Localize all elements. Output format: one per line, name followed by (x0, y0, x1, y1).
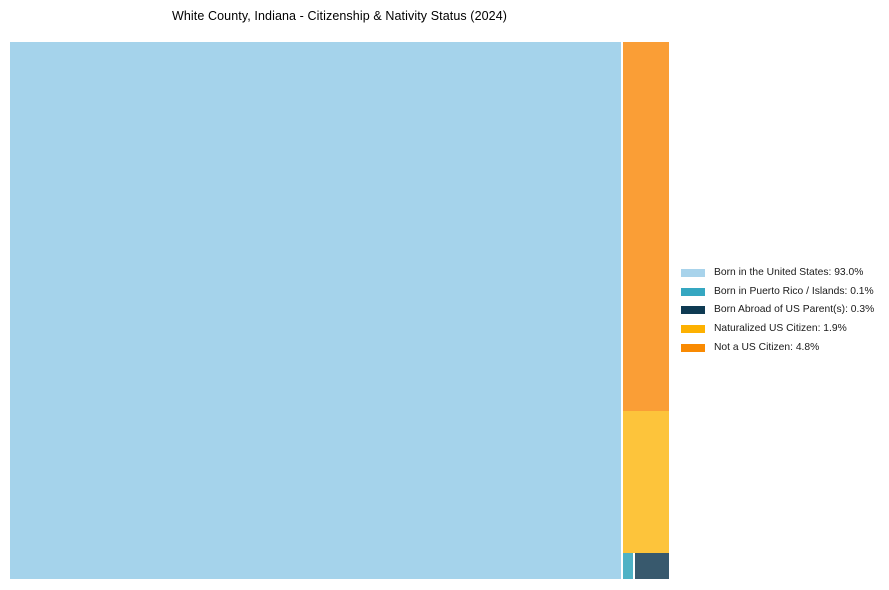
legend-swatch (681, 343, 705, 352)
legend-swatch (681, 325, 705, 334)
legend-label: Born in Puerto Rico / Islands: 0.1% (714, 285, 874, 297)
legend-item: Born in Puerto Rico / Islands: 0.1% (681, 283, 874, 302)
legend-swatch (681, 269, 705, 278)
treemap-tile-2 (622, 410, 669, 553)
legend-item: Naturalized US Citizen: 1.9% (681, 320, 874, 339)
chart-title: White County, Indiana - Citizenship & Na… (171, 9, 508, 23)
legend-swatch (681, 287, 705, 296)
legend-label: Not a US Citizen: 4.8% (714, 341, 820, 353)
treemap-tile-4 (634, 553, 669, 579)
treemap-plot-area (10, 42, 669, 579)
legend-swatch (681, 306, 705, 315)
treemap-tile-3 (622, 553, 633, 579)
legend: Born in the United States: 93.0% Born in … (681, 264, 874, 357)
legend-label: Born in the United States: 93.0% (714, 267, 864, 279)
treemap-tile-0 (10, 42, 621, 579)
legend-item: Born Abroad of US Parent(s): 0.3% (681, 301, 874, 320)
legend-label: Born Abroad of US Parent(s): 0.3% (714, 304, 875, 316)
legend-item: Not a US Citizen: 4.8% (681, 338, 874, 357)
legend-label: Naturalized US Citizen: 1.9% (714, 322, 847, 334)
treemap-tile-1 (622, 42, 669, 411)
legend-item: Born in the United States: 93.0% (681, 264, 874, 283)
